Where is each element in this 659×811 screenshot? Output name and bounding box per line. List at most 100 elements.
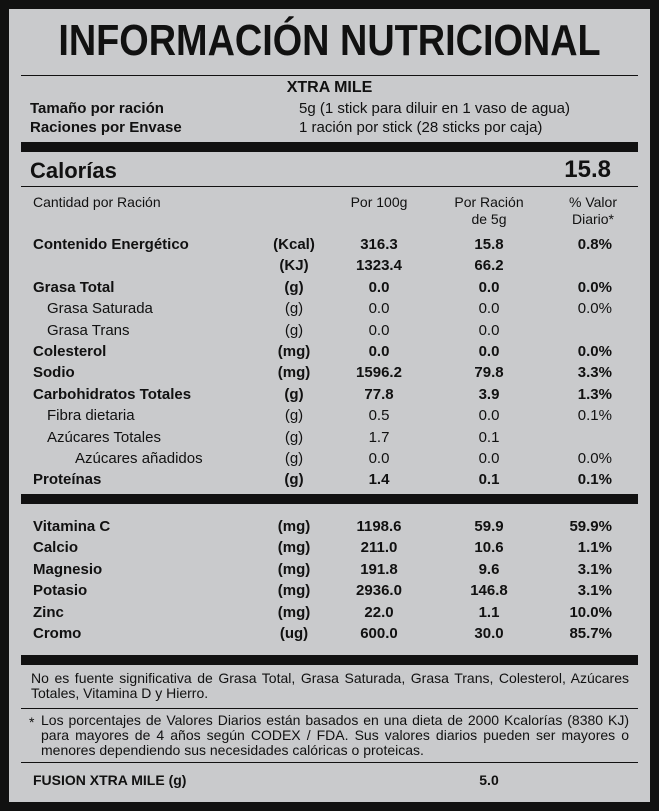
per-100g: 316.3 xyxy=(360,236,398,253)
nutrient-name: Cromo xyxy=(33,625,82,642)
per-serving: 30.0 xyxy=(474,625,504,642)
per-serving: 0.0 xyxy=(478,300,500,318)
footnote: Los porcentajes de Valores Diarios están… xyxy=(41,712,629,758)
daily-value: 0.0% xyxy=(577,343,612,360)
unit: (KJ) xyxy=(279,257,309,275)
daily-value: 1.1% xyxy=(577,539,612,557)
per-serving: 0.0 xyxy=(478,407,500,425)
per-100g: 0.0 xyxy=(368,450,390,467)
serving-label: Raciones por Envase xyxy=(30,119,182,136)
daily-value: 0.1% xyxy=(577,471,612,489)
per-serving: 9.6 xyxy=(478,560,500,578)
per-100g: 191.8 xyxy=(360,560,398,578)
per-serving: 146.8 xyxy=(470,582,508,600)
per-serving: 66.2 xyxy=(474,257,504,275)
per-serving: 0.0 xyxy=(478,450,500,467)
per-100g: 0.0 xyxy=(368,300,390,318)
unit: (Kcal) xyxy=(273,236,315,253)
per-serving: 0.0 xyxy=(478,321,500,339)
per-100g: 0.0 xyxy=(368,278,390,296)
nutrient-name: Vitamina C xyxy=(33,518,111,535)
nutrient-name: Grasa Total xyxy=(33,278,115,296)
product-line-label: FUSION XTRA MILE (g) xyxy=(33,772,187,788)
nutrient-name: Azúcares añadidos xyxy=(75,450,203,467)
per-100g: 22.0 xyxy=(364,603,394,621)
per-100g: 2936.0 xyxy=(356,582,402,600)
daily-value: 10.0% xyxy=(569,603,612,621)
divider xyxy=(21,75,638,76)
unit: (mg) xyxy=(277,343,311,360)
per-serving: 10.6 xyxy=(474,539,504,557)
footnote-mark: * xyxy=(29,714,35,730)
calories-value: 15.8 xyxy=(564,156,611,183)
divider xyxy=(21,142,638,152)
serving-value: 1 ración por stick (28 sticks por caja) xyxy=(299,119,543,136)
unit: (mg) xyxy=(277,560,311,578)
daily-value: 0.0% xyxy=(577,300,612,318)
per-100g: 600.0 xyxy=(360,625,398,642)
daily-value: 59.9% xyxy=(569,518,612,535)
per-100g: 0.5 xyxy=(368,407,390,425)
unit: (g) xyxy=(284,407,304,425)
daily-value: 85.7% xyxy=(569,625,612,642)
per-serving: 0.1 xyxy=(478,471,500,489)
divider xyxy=(21,655,638,665)
per-100g: 211.0 xyxy=(360,539,398,557)
per-100g: 1596.2 xyxy=(356,364,402,382)
title: INFORMACIÓN NUTRICIONAL xyxy=(58,16,601,65)
unit: (g) xyxy=(284,321,304,339)
serving-value: 5g (1 stick para diluir en 1 vaso de agu… xyxy=(299,100,570,117)
daily-value: 1.3% xyxy=(577,385,612,403)
note: No es fuente significativa de Grasa Tota… xyxy=(31,670,629,701)
column-header: Cantidad por Ración xyxy=(33,194,161,210)
nutrient-name: Contenido Energético xyxy=(33,236,189,253)
per-serving: 59.9 xyxy=(474,518,504,535)
per-100g: 1198.6 xyxy=(356,518,402,535)
unit: (g) xyxy=(284,300,304,318)
per-100g: 1.7 xyxy=(368,428,390,446)
per-serving: 0.0 xyxy=(478,343,500,360)
nutrient-name: Carbohidratos Totales xyxy=(33,385,192,403)
unit: (g) xyxy=(284,278,304,296)
nutrient-name: Colesterol xyxy=(33,343,107,360)
nutrient-name: Zinc xyxy=(33,603,64,621)
unit: (mg) xyxy=(277,518,311,535)
product-name: XTRA MILE xyxy=(286,79,373,96)
daily-value: 3.1% xyxy=(577,560,612,578)
calories-label: Calorías xyxy=(30,158,117,183)
daily-value: 0.0% xyxy=(577,450,612,467)
unit: (mg) xyxy=(277,582,311,600)
divider xyxy=(21,708,638,709)
column-header: % Valor Diario* xyxy=(569,194,617,227)
daily-value: 0.8% xyxy=(577,236,612,253)
unit: (g) xyxy=(284,385,304,403)
per-serving: 1.1 xyxy=(478,603,500,621)
nutrient-name: Sodio xyxy=(33,364,75,382)
daily-value: 3.3% xyxy=(577,364,612,382)
nutrient-name: Fibra dietaria xyxy=(47,407,135,425)
daily-value: 3.1% xyxy=(577,582,612,600)
per-100g: 1.4 xyxy=(368,471,390,489)
unit: (g) xyxy=(284,471,304,489)
unit: (g) xyxy=(284,450,304,467)
per-serving: 3.9 xyxy=(478,385,500,403)
nutrient-name: Azúcares Totales xyxy=(47,428,161,446)
unit: (mg) xyxy=(277,539,311,557)
unit: (mg) xyxy=(277,364,311,382)
nutrient-name: Grasa Saturada xyxy=(47,300,153,318)
divider xyxy=(21,494,638,504)
serving-label: Tamaño por ración xyxy=(30,100,164,117)
unit: (ug) xyxy=(279,625,309,642)
unit: (mg) xyxy=(277,603,311,621)
per-100g: 1323.4 xyxy=(356,257,402,275)
daily-value: 0.1% xyxy=(577,407,612,425)
column-header: Por Ración de 5g xyxy=(454,194,524,227)
per-100g: 0.0 xyxy=(368,343,390,360)
divider xyxy=(21,762,638,763)
per-serving: 0.1 xyxy=(478,428,500,446)
per-100g: 77.8 xyxy=(364,385,394,403)
daily-value: 0.0% xyxy=(577,278,612,296)
per-100g: 0.0 xyxy=(368,321,390,339)
per-serving: 79.8 xyxy=(474,364,504,382)
